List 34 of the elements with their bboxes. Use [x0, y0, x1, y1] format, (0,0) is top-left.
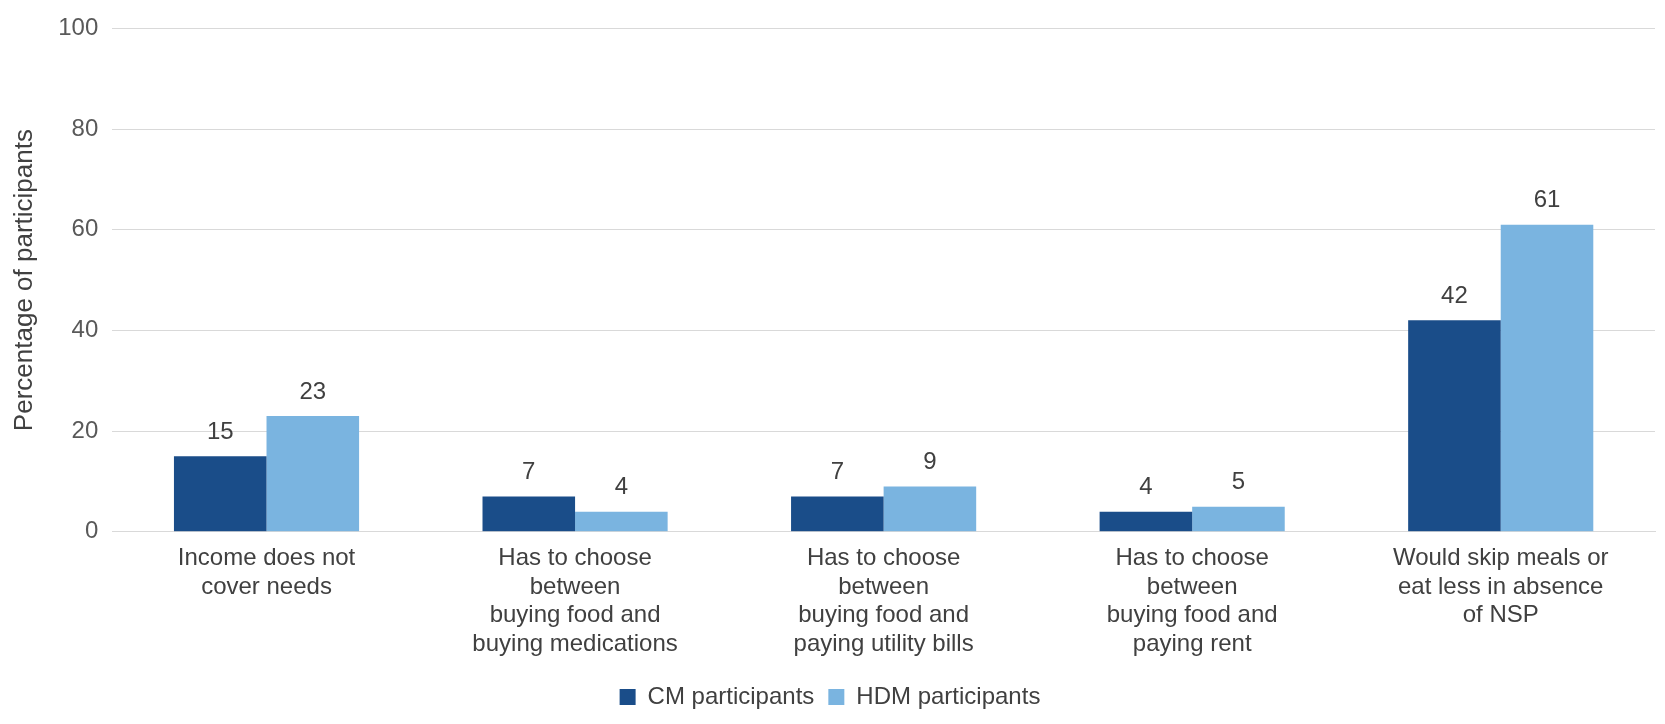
- bar: [1500, 224, 1594, 532]
- y-axis-title: Percentage of participants: [7, 129, 38, 432]
- data-label: 7: [522, 457, 536, 485]
- y-tick-label: 60: [71, 214, 99, 242]
- data-label: 42: [1441, 281, 1468, 308]
- legend-label: CM participants: [647, 681, 815, 709]
- y-tick-label: 100: [58, 13, 99, 41]
- x-tick-label: Would skip meals or eat less in absence of NSP: [1392, 542, 1609, 628]
- bar: [482, 496, 576, 532]
- data-label: 15: [206, 416, 234, 444]
- bar: [1192, 506, 1285, 532]
- bar: [173, 456, 267, 532]
- bar: [1408, 320, 1501, 532]
- data-label: 23: [299, 376, 327, 404]
- bar: [883, 486, 977, 532]
- y-tick-label: 40: [71, 315, 99, 343]
- data-label: 4: [614, 472, 629, 500]
- data-label: 5: [1231, 467, 1246, 495]
- legend-label: HDM participants: [856, 681, 1041, 709]
- data-label: 7: [830, 457, 845, 485]
- bar: [791, 496, 884, 532]
- data-label: 61: [1533, 185, 1561, 213]
- bar: [266, 416, 360, 532]
- bar: [1099, 511, 1193, 532]
- x-tick-label: Has to choose between buying food and paying rent: [1106, 542, 1278, 657]
- y-tick-label: 80: [71, 113, 99, 141]
- y-tick-label: 0: [84, 516, 99, 544]
- bar: [575, 511, 668, 532]
- y-tick-label: 20: [71, 415, 99, 443]
- x-tick-label: Income does not cover needs: [177, 542, 356, 599]
- x-tick-label: Has to choose between buying food and paying utility bills: [793, 542, 974, 657]
- data-label: 9: [923, 447, 937, 475]
- data-label: 4: [1139, 472, 1153, 500]
- x-tick-label: Has to choose between buying food and buying medications: [472, 542, 678, 657]
